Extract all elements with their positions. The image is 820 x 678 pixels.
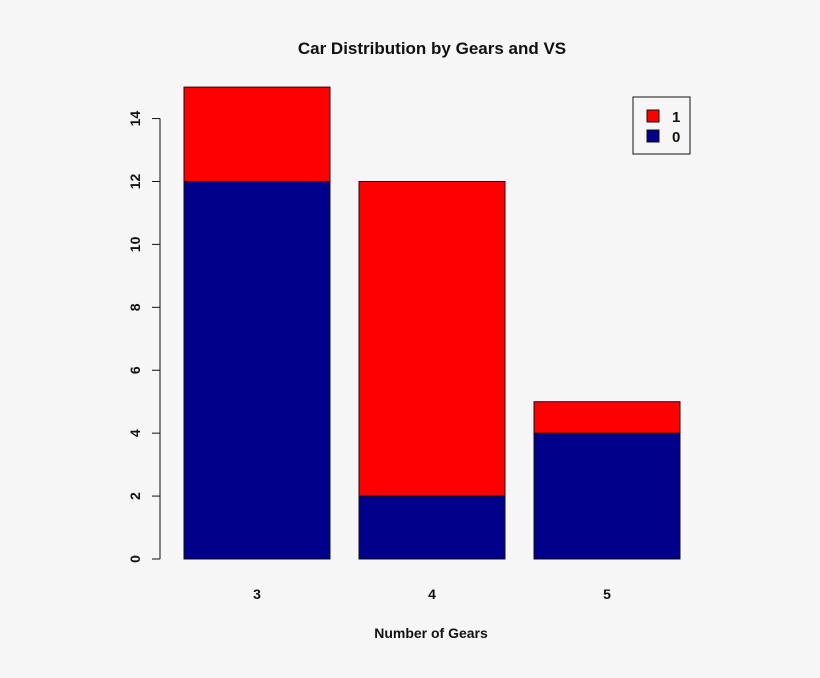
bars [183,86,681,560]
y-tick-label: 12 [127,173,143,189]
bar-gear-4-vs-0 [358,495,506,560]
legend-swatch-0 [646,129,660,143]
bar-gear-3-vs-0 [183,180,331,560]
y-tick-label: 4 [127,429,143,437]
bar-gear-4-vs-1 [358,180,506,497]
y-axis: 0 2 4 6 8 10 12 14 [127,111,161,563]
chart-title: Car Distribution by Gears and VS [298,39,566,58]
bar-gear-5-vs-0 [533,432,681,560]
bar-gear-5-vs-1 [533,401,681,434]
y-tick-label: 0 [127,555,143,563]
y-tick-label: 2 [127,492,143,500]
x-tick-label: 4 [428,586,436,602]
x-axis-label: Number of Gears [374,625,488,641]
legend-label-0: 0 [672,129,680,146]
y-tick-label: 6 [127,366,143,374]
x-axis-labels: 3 4 5 [253,586,611,602]
bar-gear-3-vs-1 [183,86,331,182]
legend-label-1: 1 [672,109,680,126]
y-tick-label: 8 [127,303,143,311]
legend-box [632,96,691,155]
y-tick-label: 14 [127,111,143,127]
legend-swatch-1 [646,109,660,123]
legend: 10 [632,96,691,155]
x-tick-label: 5 [603,586,611,602]
x-tick-label: 3 [253,586,261,602]
y-tick-label: 10 [127,236,143,252]
